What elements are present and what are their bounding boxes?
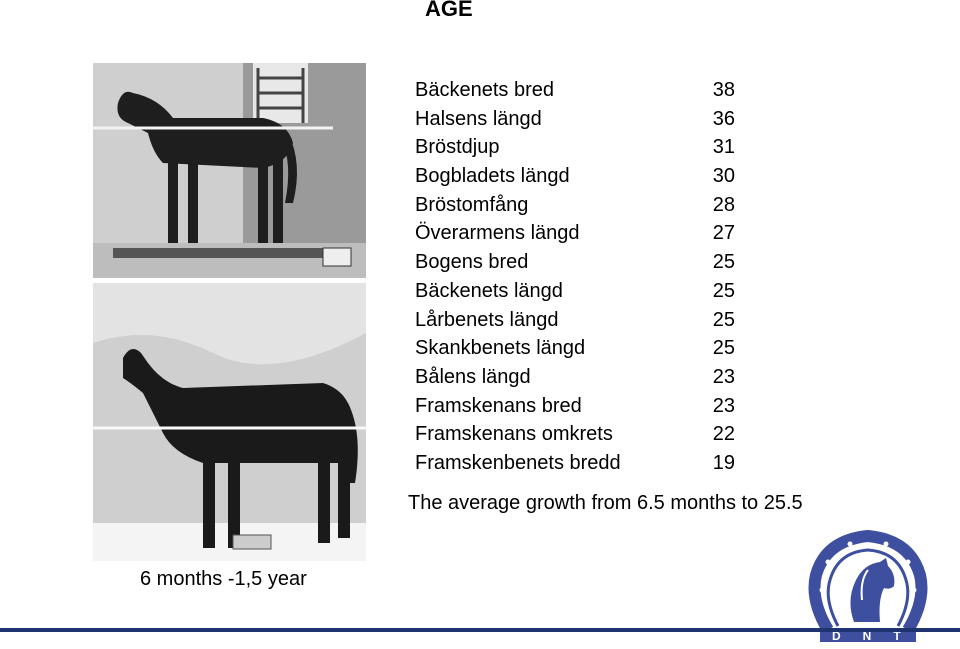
measurement-value: 23 — [712, 394, 735, 417]
measurement-row: Bröstomfång 28 — [415, 191, 735, 220]
measurement-value: 23 — [712, 365, 735, 388]
measurement-row: Framskenans bred 23 — [415, 392, 735, 421]
measurement-name: Bröstomfång — [415, 193, 529, 216]
measurement-value: 25 — [712, 251, 735, 274]
measurement-value: 25 — [712, 279, 735, 302]
measurement-value: 25 — [712, 308, 735, 331]
measurement-row: Bogens bred 25 — [415, 248, 735, 277]
measurement-row: Skankbenets längd 25 — [415, 334, 735, 363]
measurement-value: 27 — [712, 222, 735, 245]
measurement-row: Halsens längd 36 — [415, 105, 735, 134]
measurement-row: Lårbenets längd 25 — [415, 306, 735, 335]
measurement-name: Halsens längd — [415, 107, 542, 130]
measurement-row: Bröstdjup 31 — [415, 133, 735, 162]
measurement-row: Bålens längd 23 — [415, 363, 735, 392]
measurement-name: Bäckenets längd — [415, 279, 563, 302]
measurement-row: Framskenbenets bredd 19 — [415, 449, 735, 478]
horse-photo-older — [93, 283, 366, 561]
measurement-row: Bogbladets längd 30 — [415, 162, 735, 191]
measurement-name: Bogens bred — [415, 251, 529, 274]
growth-note: The average growth from 6.5 months to 25… — [408, 492, 803, 514]
measurement-value: 19 — [712, 451, 735, 474]
measurement-name: Lårbenets längd — [415, 308, 559, 331]
measurement-value: 25 — [712, 337, 735, 360]
measurement-value: 36 — [712, 107, 735, 130]
measurement-value: 30 — [712, 165, 735, 188]
measurement-name: Överarmens längd — [415, 222, 580, 245]
photo-caption: 6 months -1,5 year — [140, 568, 307, 590]
measurement-name: Framskenans omkrets — [415, 423, 613, 446]
page-title: AGE — [425, 0, 473, 21]
measurement-name: Skankbenets längd — [415, 337, 586, 360]
logo-letters: DNT — [832, 629, 923, 643]
measurement-value: 38 — [712, 79, 735, 101]
measurement-row: Bäckenets längd 25 — [415, 277, 735, 306]
measurement-name: Bålens längd — [415, 365, 531, 388]
measurement-name: Framskenans bred — [415, 394, 582, 417]
measurement-row: Bäckenets bred 38 — [415, 76, 735, 105]
measurement-value: 28 — [712, 193, 735, 216]
measurement-value: 31 — [712, 136, 735, 159]
horse-photo-young — [93, 63, 366, 278]
measurement-name: Framskenbenets bredd — [415, 451, 621, 474]
measurement-name: Bröstdjup — [415, 136, 500, 159]
measurement-name: Bäckenets bred — [415, 79, 554, 101]
horse-horseshoe-logo-icon: DNT — [806, 529, 930, 649]
measurement-row: Framskenans omkrets 22 — [415, 420, 735, 449]
measurement-value: 22 — [712, 423, 735, 446]
measurement-table: Bäckenets bred 38 Halsens längd 36 Bröstdj… — [415, 76, 735, 478]
measurement-name: Bogbladets längd — [415, 165, 570, 188]
footer-divider — [0, 628, 960, 632]
measurement-row: Överarmens längd 27 — [415, 219, 735, 248]
